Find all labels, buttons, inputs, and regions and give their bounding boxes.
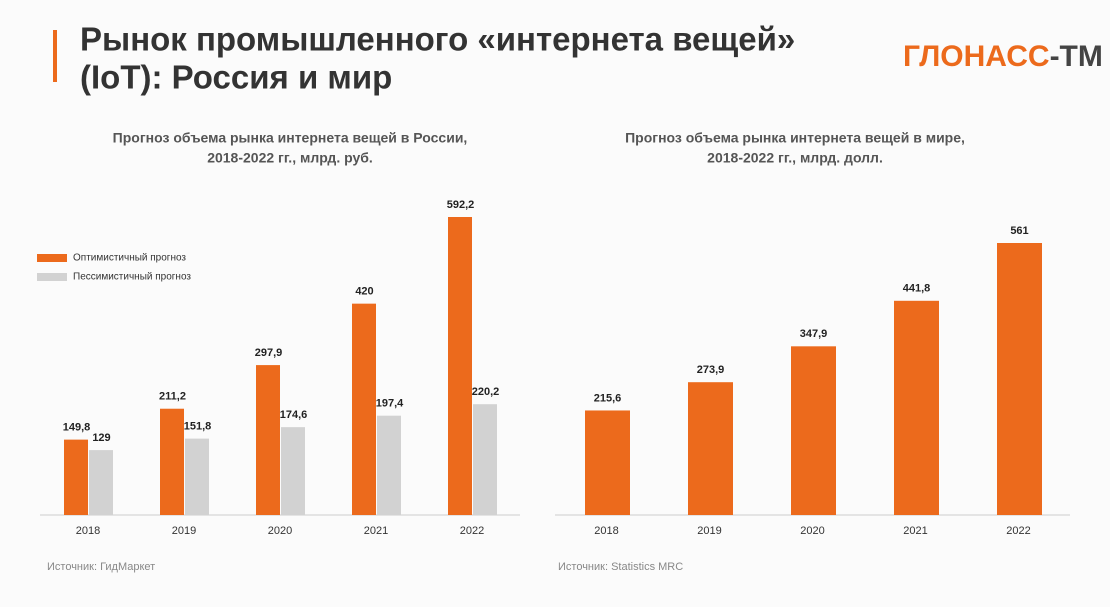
x-tick-label: 2021 [364,525,388,537]
value-label: 561 [1010,225,1028,237]
logo: ГЛОНАСС-ТМ [903,40,1103,73]
bar [64,439,88,515]
bar [89,450,113,515]
value-label: 151,8 [184,421,212,433]
bar [585,410,630,515]
value-label: 441,8 [903,283,931,295]
x-tick-label: 2021 [903,525,927,537]
value-label: 273,9 [697,364,725,376]
value-label: 420 [355,286,373,298]
x-tick-label: 2019 [697,525,721,537]
bar [185,438,209,515]
bar [894,300,939,515]
bar [473,404,497,515]
slide-title: Рынок промышленного «интернета вещей» [80,21,795,58]
value-label: 215,6 [594,392,622,404]
x-tick-label: 2019 [172,525,196,537]
title-accent [53,30,57,82]
value-label: 347,9 [800,328,828,340]
legend-label: Пессимистичный прогноз [73,272,191,283]
source: Источник: Statistics MRC [558,561,683,573]
bar [160,408,184,515]
value-label: 174,6 [280,409,308,421]
source: Источник: ГидМаркет [47,561,155,573]
bar [791,346,836,515]
bar [448,217,472,515]
value-label: 220,2 [472,386,500,398]
bar [688,382,733,515]
x-tick-label: 2022 [1006,525,1030,537]
value-label: 197,4 [376,398,404,410]
value-label: 211,2 [159,391,186,403]
bar [256,365,280,515]
value-label: 129 [92,432,110,444]
x-tick-label: 2022 [460,525,484,537]
value-label: 592,2 [447,199,475,211]
logo-suffix: -ТМ [1050,40,1103,73]
chart-title: 2018-2022 гг., млрд. руб. [207,150,373,166]
legend-swatch [37,254,67,262]
x-tick-label: 2020 [800,525,824,537]
logo-main: ГЛОНАСС [903,40,1050,73]
x-tick-label: 2018 [76,525,100,537]
slide-title: (IoT): Россия и мир [80,59,392,96]
value-label: 297,9 [255,347,283,359]
legend-label: Оптимистичный прогноз [73,253,186,264]
chart-title: 2018-2022 гг., млрд. долл. [707,150,883,166]
legend-swatch [37,273,67,281]
bar [352,303,376,515]
bar [281,427,305,515]
x-tick-label: 2020 [268,525,292,537]
x-tick-label: 2018 [594,525,618,537]
bar [377,415,401,515]
chart-title: Прогноз объема рынка интернета вещей в Р… [113,130,468,146]
chart-title: Прогноз объема рынка интернета вещей в м… [625,130,965,146]
bar [997,243,1042,515]
value-label: 149,8 [63,422,91,434]
